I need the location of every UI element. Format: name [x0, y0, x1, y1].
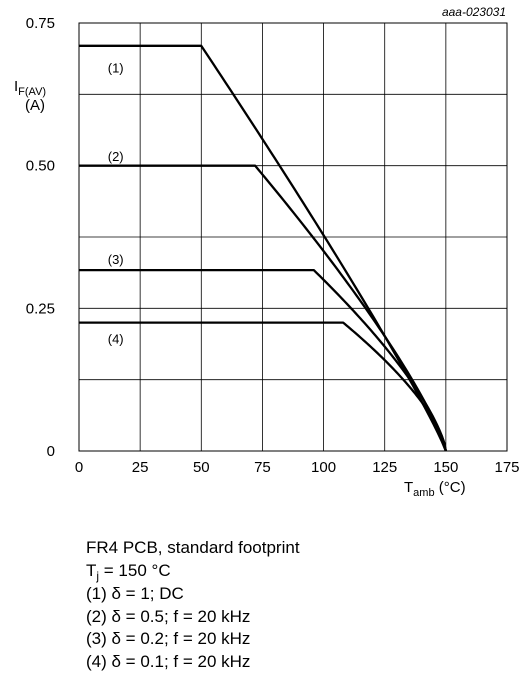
x-tick-label: 150 [433, 459, 458, 476]
plot-frame [78, 22, 508, 452]
curve-label-2: (2) [108, 149, 124, 164]
y-axis-label: IF(AV) [14, 78, 46, 98]
x-tick-label: 50 [193, 459, 210, 476]
note-tj: Tj = 150 °C [86, 560, 171, 583]
curve-4 [79, 321, 447, 452]
x-tick-label: 25 [132, 459, 149, 476]
note-pcb: FR4 PCB, standard footprint [86, 538, 300, 557]
x-tick-label: 100 [311, 459, 336, 476]
y-tick-label: 0.50 [26, 158, 55, 175]
x-axis-label: Tamb (°C) [404, 479, 466, 499]
curve-label-4: (4) [108, 332, 124, 347]
curve-3 [79, 268, 447, 452]
x-tick-label: 125 [372, 459, 397, 476]
x-tick-label: 75 [254, 459, 271, 476]
curve-label-1: (1) [108, 61, 124, 76]
derating-chart: aaa-023031 0 25 50 75 100 125 150 17500.250.500… [14, 5, 520, 499]
y-tick-label: 0.75 [26, 15, 55, 32]
chart-grid [78, 22, 508, 452]
x-tick-label: 175 [494, 459, 519, 476]
chart-notes: FR4 PCB, standard footprint Tj = 150 °C … [86, 537, 300, 673]
note-curve-2: (2) δ = 0.5; f = 20 kHz [86, 606, 251, 626]
note-curve-3: (3) δ = 0.2; f = 20 kHz [86, 629, 251, 648]
chart-ticks: 0 25 50 75 100 125 150 175 0 0.25 0.50 0.75 [26, 15, 520, 476]
x-tick-label: 0 [75, 459, 83, 476]
curve-2 [79, 164, 447, 452]
chart-curves [79, 44, 447, 452]
figure-id: aaa-023031 [442, 5, 506, 19]
y-axis-unit: (A) [25, 97, 45, 114]
note-curve-4: (4) δ = 0.1; f = 20 kHz [86, 651, 251, 671]
curve-label-3: (3) [108, 252, 124, 267]
curve-labels: (1) (2) (3) (4) [108, 61, 124, 347]
note-curve-1: (1) δ = 1; DC [86, 584, 184, 603]
y-tick-label: 0 [47, 443, 55, 460]
y-tick-label: 0.25 [26, 300, 55, 317]
